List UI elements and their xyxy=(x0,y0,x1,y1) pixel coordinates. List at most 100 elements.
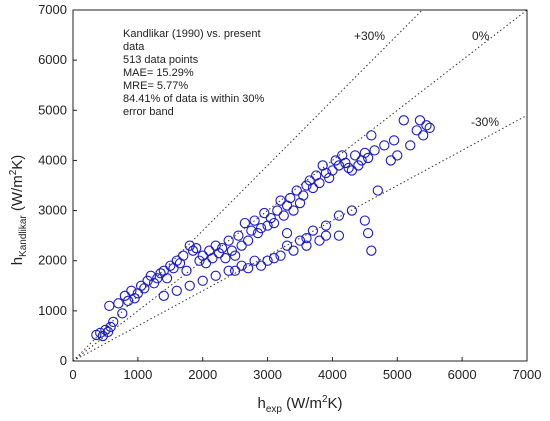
data-point xyxy=(242,263,254,274)
data-point xyxy=(298,190,309,201)
data-point xyxy=(307,225,319,236)
data-point xyxy=(372,185,383,196)
reference-lines xyxy=(72,9,528,362)
data-point xyxy=(184,240,195,251)
data-point xyxy=(102,326,114,338)
x-axis-title: hexp (W/m2K) xyxy=(257,394,342,415)
data-point xyxy=(320,167,332,179)
data-point xyxy=(239,217,251,229)
data-point xyxy=(210,270,221,281)
data-point xyxy=(161,273,173,284)
data-point xyxy=(129,293,140,304)
data-point xyxy=(187,245,199,256)
data-point xyxy=(327,165,338,176)
data-point xyxy=(362,227,374,239)
data-point xyxy=(414,115,426,126)
data-point xyxy=(424,122,435,133)
data-point xyxy=(242,235,254,246)
data-point xyxy=(275,250,286,261)
annotation-line: Kandlikar (1990) vs. present xyxy=(123,28,261,40)
data-point xyxy=(155,268,166,279)
data-point xyxy=(281,240,293,251)
data-point xyxy=(117,308,128,319)
data-points xyxy=(91,115,435,342)
data-point xyxy=(191,243,202,254)
data-point xyxy=(207,253,218,264)
data-point xyxy=(246,225,257,236)
data-point xyxy=(213,248,225,259)
data-point xyxy=(278,210,289,221)
data-point xyxy=(307,182,319,194)
x-tick-label: 0 xyxy=(69,367,76,382)
y-tick-label: 3000 xyxy=(38,203,67,218)
data-point xyxy=(359,215,371,226)
y-tick-label: 1000 xyxy=(38,303,67,318)
data-point xyxy=(346,165,358,176)
band-labels: +30% 0% -30% xyxy=(354,29,499,129)
data-point xyxy=(236,260,247,271)
data-point xyxy=(275,195,286,206)
data-point xyxy=(142,275,153,286)
reference-line-0 xyxy=(72,9,423,362)
band-label: +30% xyxy=(354,29,385,43)
data-point xyxy=(223,265,234,276)
data-point xyxy=(249,215,260,226)
data-point xyxy=(330,155,341,166)
data-point xyxy=(171,255,182,266)
data-point xyxy=(353,160,364,171)
data-point xyxy=(229,265,241,276)
data-point xyxy=(249,255,260,266)
x-tick-label: 7000 xyxy=(513,367,542,382)
data-point xyxy=(301,232,312,244)
data-point xyxy=(285,192,296,204)
data-point xyxy=(385,155,396,166)
data-point xyxy=(236,240,247,251)
data-point xyxy=(178,250,189,261)
y-tick-label: 4000 xyxy=(38,152,67,167)
data-point xyxy=(217,243,228,254)
data-point xyxy=(255,260,267,271)
x-tick-label: 3000 xyxy=(253,367,282,382)
data-point xyxy=(379,140,390,151)
data-point xyxy=(148,278,160,289)
x-tick-label: 4000 xyxy=(318,367,347,382)
data-point xyxy=(340,157,351,169)
data-point xyxy=(366,130,377,141)
data-point xyxy=(97,330,108,342)
data-point xyxy=(255,222,267,234)
annotation-line: 513 data points xyxy=(123,54,199,66)
data-point xyxy=(320,220,332,231)
data-point xyxy=(259,207,270,219)
data-point xyxy=(197,275,208,286)
y-tick-label: 7000 xyxy=(38,2,67,17)
y-tick-label: 6000 xyxy=(38,52,67,67)
data-point xyxy=(226,245,238,256)
data-point xyxy=(220,253,231,264)
data-point xyxy=(158,290,169,301)
data-point xyxy=(301,180,312,191)
annotation-line: MRE= 5.77% xyxy=(123,80,188,92)
data-point xyxy=(122,295,134,306)
data-point xyxy=(223,235,234,246)
data-point xyxy=(113,298,124,309)
data-point xyxy=(346,205,358,216)
data-point xyxy=(288,205,299,216)
x-tick-label: 6000 xyxy=(448,367,477,382)
data-point xyxy=(262,255,273,266)
y-axis-title: hKandlikar (W/m2K) xyxy=(8,155,29,266)
plot-frame xyxy=(72,9,528,362)
data-point xyxy=(421,120,432,131)
data-point xyxy=(171,285,182,296)
data-point xyxy=(418,130,429,141)
data-point xyxy=(411,125,422,136)
data-point xyxy=(405,140,416,151)
band-label: 0% xyxy=(472,29,490,43)
data-point xyxy=(165,260,176,271)
data-point xyxy=(265,212,276,224)
data-point xyxy=(369,145,380,156)
annotation-line: error band xyxy=(123,106,174,118)
data-point xyxy=(184,280,195,291)
y-tick-label: 0 xyxy=(60,353,67,368)
data-point xyxy=(233,230,244,241)
